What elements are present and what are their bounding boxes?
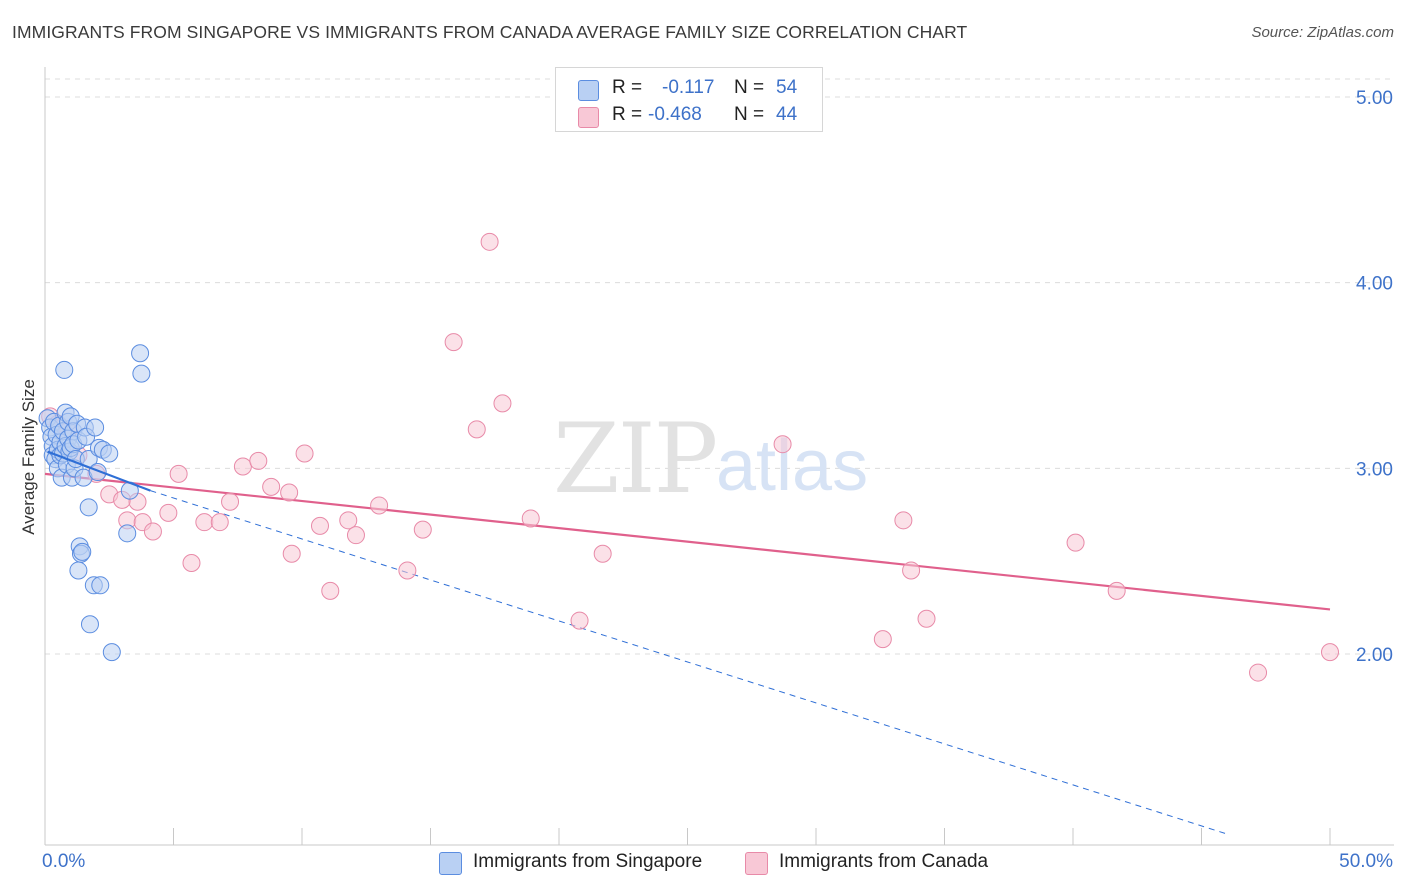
canada-point [233, 457, 252, 476]
legend-r-label: R = [612, 104, 643, 125]
canada-point [143, 522, 162, 541]
legend-n-value: 44 [776, 104, 798, 125]
canada-point [262, 477, 281, 496]
canada-point [413, 520, 432, 539]
canada-point [195, 513, 214, 532]
singapore-point [79, 498, 98, 517]
singapore-point [102, 643, 121, 662]
singapore-point [132, 364, 151, 383]
canada-point [210, 513, 229, 532]
chart-source: Source: ZipAtlas.com [1251, 24, 1394, 41]
canada-point [280, 483, 299, 502]
canada-point [282, 544, 301, 563]
legend-label-singapore: Immigrants from Singapore [473, 851, 703, 872]
canada-point [917, 609, 936, 628]
canada-point [1066, 533, 1085, 552]
x-tick-min: 0.0% [42, 851, 86, 872]
canada-point [444, 333, 463, 352]
canada-point [221, 492, 240, 511]
canada-point [169, 464, 188, 483]
singapore-point [118, 524, 137, 543]
legend-r-value: -0.117 [662, 77, 715, 98]
canada-point [398, 561, 417, 580]
legend-n-value: 54 [776, 77, 798, 98]
y-tick-label: 3.00 [1356, 459, 1393, 480]
legend-n-label: N = [734, 77, 765, 98]
gridlines [45, 78, 1394, 655]
singapore-point [91, 576, 110, 595]
canada-point [467, 420, 486, 439]
canada-point [480, 232, 499, 251]
singapore-point [86, 418, 105, 437]
singapore-trend-line-extrapolated [150, 490, 1228, 835]
y-tick-label: 5.00 [1356, 88, 1393, 109]
canada-point [339, 511, 358, 530]
tick-labels: 2.00 3.00 4.00 5.00 [1356, 88, 1393, 666]
canada-point [593, 544, 612, 563]
singapore-swatch [578, 80, 599, 101]
legend-r-value: -0.468 [648, 104, 702, 125]
canada-point [370, 496, 389, 515]
singapore-point [100, 444, 119, 463]
correlation-legend: R = -0.117 N = 54 R = -0.468 N = 44 [555, 67, 823, 132]
canada-point [182, 554, 201, 573]
y-tick-label: 4.00 [1356, 274, 1393, 295]
singapore-point [80, 615, 99, 634]
legend-label-canada: Immigrants from Canada [779, 851, 989, 872]
legend-r-label: R = [612, 77, 643, 98]
canada-swatch [578, 107, 599, 128]
singapore-point [131, 344, 150, 363]
watermark: ZIP atlas [553, 403, 868, 515]
data-points [38, 232, 1339, 682]
singapore-swatch [439, 852, 462, 875]
canada-point [159, 503, 178, 522]
chart-title: IMMIGRANTS FROM SINGAPORE VS IMMIGRANTS … [12, 22, 968, 42]
canada-point [493, 394, 512, 413]
canada-point [295, 444, 314, 463]
x-tick-max: 50.0% [1339, 851, 1393, 872]
canada-point [521, 509, 540, 528]
singapore-point [88, 463, 107, 482]
watermark-zip: ZIP [553, 403, 716, 515]
legend-n-label: N = [734, 104, 765, 125]
canada-point [1249, 663, 1268, 682]
singapore-point [73, 542, 92, 561]
canada-point [249, 451, 268, 470]
canada-point [773, 435, 792, 454]
singapore-trend-line [47, 450, 151, 492]
singapore-point [69, 561, 88, 580]
canada-point [321, 581, 340, 600]
singapore-point [55, 360, 74, 379]
canada-point [902, 561, 921, 580]
canada-point [873, 630, 892, 649]
y-axis-label: Average Family Size [19, 379, 38, 535]
canada-point [894, 511, 913, 530]
canada-swatch [745, 852, 768, 875]
y-tick-label: 2.00 [1356, 645, 1393, 666]
canada-point [570, 611, 589, 630]
canada-point [1321, 643, 1339, 662]
canada-point [346, 526, 365, 545]
canada-point [1107, 581, 1126, 600]
canada-point [310, 516, 329, 535]
watermark-atlas: atlas [716, 426, 868, 506]
